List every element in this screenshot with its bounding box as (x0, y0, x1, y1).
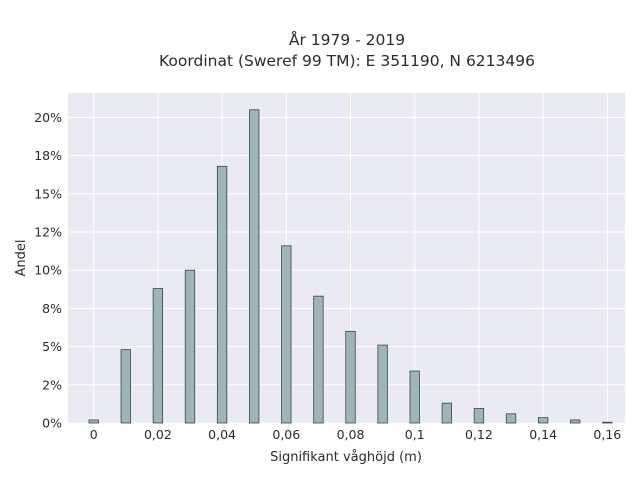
y-tick-label: 20% (34, 110, 62, 125)
histogram-bar (570, 419, 581, 424)
y-axis-ticks: 0% 2% 5% 8% 10% 12% 15% 18% 20% (34, 110, 62, 431)
histogram-bar (313, 295, 324, 424)
x-tick-label: 0,04 (208, 427, 236, 442)
histogram-bar (249, 109, 260, 424)
histogram-bar (409, 370, 420, 424)
histogram-bar (473, 408, 485, 424)
histogram-bar (505, 413, 517, 424)
x-axis-ticks: 0 0,02 0,04 0,06 0,08 0,1 0,12 0,14 0,16 (90, 427, 622, 442)
y-tick-label: 10% (34, 263, 62, 278)
x-tick-label: 0,14 (529, 427, 557, 442)
histogram-bar (152, 288, 164, 424)
histogram-bar (120, 349, 131, 424)
chart-title-line1: År 1979 - 2019 (289, 30, 405, 49)
histogram-bar (602, 421, 613, 424)
x-axis-label: Signifikant våghöjd (m) (270, 450, 422, 465)
x-tick-label: 0,08 (337, 427, 365, 442)
y-tick-label: 8% (42, 301, 62, 316)
y-tick-label: 12% (34, 225, 62, 240)
y-tick-label: 18% (34, 148, 62, 163)
y-tick-label: 5% (42, 339, 62, 354)
x-tick-label: 0,12 (465, 427, 493, 442)
x-tick-label: 0,06 (272, 427, 300, 442)
histogram-bar (281, 245, 292, 424)
histogram-bar (377, 344, 388, 424)
x-tick-label: 0,16 (593, 427, 621, 442)
y-tick-label: 15% (34, 186, 62, 201)
histogram-bar (441, 402, 452, 424)
y-axis-label: Andel (14, 240, 29, 277)
histogram-bar (345, 330, 356, 424)
x-tick-label: 0 (90, 427, 98, 442)
x-tick-label: 0,02 (144, 427, 172, 442)
histogram-bar (184, 269, 196, 424)
chart-title-line2: Koordinat (Sweref 99 TM): E 351190, N 62… (159, 52, 535, 70)
y-tick-label: 0% (42, 416, 62, 431)
bars (88, 109, 613, 424)
histogram-bar (88, 419, 99, 424)
histogram-bar (216, 165, 228, 424)
x-tick-label: 0,1 (405, 427, 425, 442)
histogram-bar (537, 417, 549, 424)
y-tick-label: 2% (42, 377, 62, 392)
